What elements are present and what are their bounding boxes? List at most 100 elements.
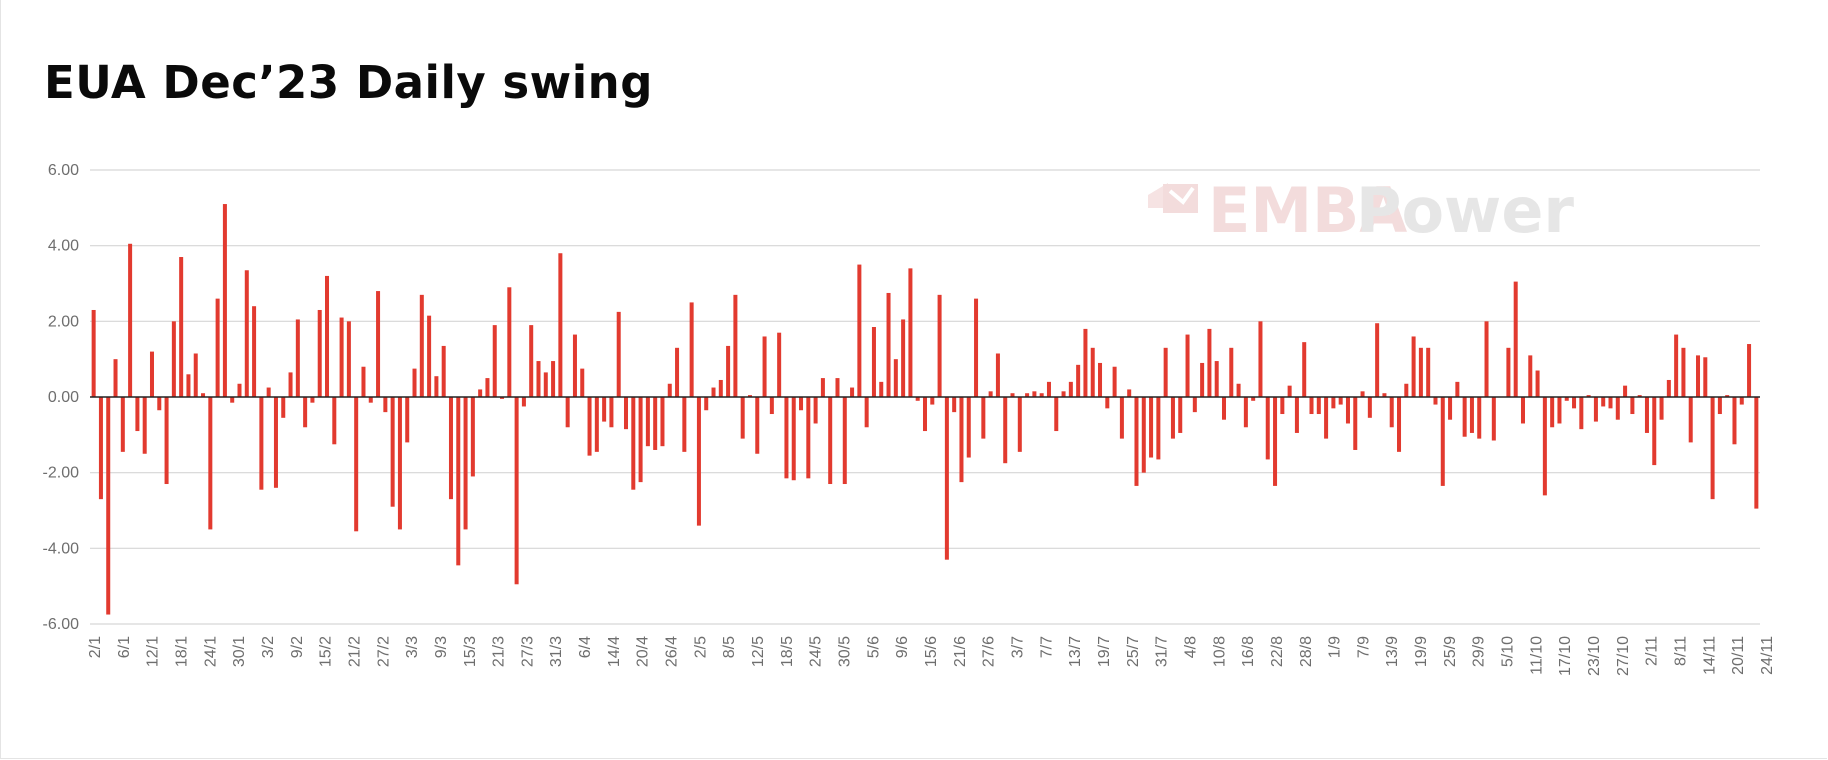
bar [1214,361,1219,397]
bar [1251,397,1256,401]
bar [682,397,687,452]
bar [390,397,395,507]
bar [1302,342,1307,397]
bar [419,294,424,397]
bar [259,397,264,490]
bar [1039,393,1044,397]
bar [1134,397,1139,486]
bar [91,309,96,397]
bar [1061,391,1066,397]
bar [871,327,876,397]
bar [244,270,249,397]
bar [1076,364,1081,397]
bar [1156,397,1161,460]
bar [828,397,833,485]
bar [1513,281,1518,397]
bar [266,387,271,397]
bar [1725,395,1730,397]
bar [1185,334,1190,397]
bar [704,397,709,411]
bar [186,374,191,397]
bar [456,397,461,566]
bar [303,397,308,428]
watermark-logo: EMBA Power [1148,174,1574,247]
bar [171,321,176,397]
bar [1309,397,1314,415]
bar [645,397,650,447]
bar [412,368,417,397]
bar [288,372,293,397]
y-axis-ticks: 6.00 4.00 2.00 0.00 -2.00 -4.00 -6.00 [43,162,80,633]
bar [784,397,789,479]
x-tick-label: 20/4 [635,636,652,667]
bar [332,397,337,445]
bar [1593,397,1598,422]
bar [470,397,475,477]
bar [1572,397,1577,409]
bar [1615,397,1620,420]
bar [565,397,570,428]
x-tick-label: 9/6 [894,636,911,658]
bar [128,243,133,397]
bar [1469,397,1474,433]
x-tick-label: 13/9 [1384,636,1401,667]
x-tick-label: 30/1 [231,636,248,667]
watermark-text-power: Power [1356,174,1574,247]
bar [1170,397,1175,439]
bar [1345,397,1350,424]
bar [1258,321,1263,397]
bar [448,397,453,500]
x-tick-label: 29/9 [1471,636,1488,667]
bar [1025,393,1030,397]
x-tick-label: 15/3 [462,636,479,667]
bar [208,397,213,530]
bar [850,387,855,397]
bar [492,325,497,397]
x-tick-label: 23/10 [1586,636,1603,676]
bar [1068,381,1073,397]
bar [1484,321,1489,397]
x-tick-label: 18/1 [173,636,190,667]
x-tick-label: 18/5 [779,636,796,667]
bar [718,379,723,397]
x-tick-label: 27/10 [1615,636,1632,676]
bar [1221,397,1227,420]
bar [1477,397,1482,439]
bar [1710,397,1715,500]
bar [696,397,701,526]
bar [354,397,359,532]
x-tick-label: 14/11 [1701,636,1718,675]
bar [478,389,483,397]
bar [252,306,257,397]
bar [594,397,599,452]
y-tick-label: -4.00 [43,540,80,557]
y-tick-label: 2.00 [48,313,79,330]
bar [1666,379,1671,397]
bar [1367,397,1372,418]
bar [762,336,767,397]
bar [1754,397,1759,509]
bar [769,397,774,415]
bar [842,397,847,485]
bar [1229,347,1234,397]
bar [1098,362,1103,397]
x-tick-label: 3/3 [404,636,421,658]
bar [1418,347,1423,397]
bar [98,397,103,500]
bar [901,319,906,397]
bar [1207,328,1212,397]
bar [740,397,745,439]
bar [974,298,979,397]
bar [135,397,140,432]
y-tick-label: -6.00 [43,616,80,633]
bar [959,397,964,483]
bar [711,387,716,397]
bar [1178,397,1183,433]
bar [346,321,351,397]
bar [1433,397,1438,405]
emba-power-logo-icon [1148,183,1198,213]
bar [988,391,993,397]
bar [1623,385,1628,397]
bar [667,383,672,397]
